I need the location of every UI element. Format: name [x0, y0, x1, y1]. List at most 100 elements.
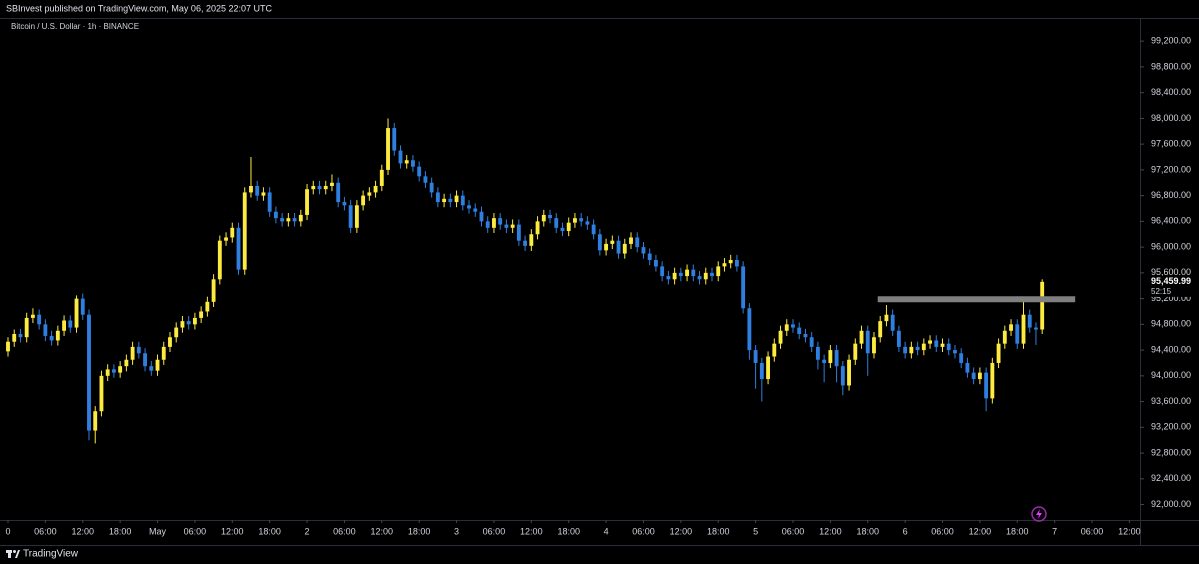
x-tick-label: 6 — [903, 526, 908, 536]
candle-body — [529, 234, 534, 246]
candle-body — [298, 214, 303, 222]
candle-body — [803, 334, 808, 338]
y-tick-label: 93,200.00 — [1151, 422, 1191, 432]
candle-body — [267, 192, 272, 212]
candle-body — [55, 330, 60, 341]
candle-body — [809, 337, 814, 347]
candle-body — [485, 221, 490, 228]
y-tick-label: 95,600.00 — [1151, 267, 1191, 277]
candle-body — [348, 205, 353, 228]
candle-body — [896, 330, 901, 347]
candle-body — [953, 350, 957, 354]
candle-body — [6, 341, 10, 352]
y-tick-label: 94,000.00 — [1151, 370, 1191, 380]
candle-body — [68, 320, 73, 328]
x-tick-label: 0 — [5, 526, 10, 536]
y-tick-label: 97,600.00 — [1151, 139, 1191, 149]
candle-body — [872, 337, 876, 354]
candle-body — [778, 330, 783, 344]
candle-body — [286, 218, 291, 222]
candle-body — [641, 247, 646, 254]
candle-body — [336, 182, 341, 203]
candle-body — [672, 272, 677, 280]
candle-body — [666, 276, 671, 280]
candle-body — [136, 346, 141, 354]
candle-body — [74, 298, 79, 328]
candle-body — [417, 166, 422, 177]
candle-body — [585, 221, 590, 225]
candle-body — [373, 185, 378, 193]
candle-body — [379, 169, 384, 186]
candle-body — [828, 350, 833, 363]
candle-body — [174, 327, 179, 338]
candle-body — [37, 314, 42, 325]
y-tick-label: 94,400.00 — [1151, 344, 1191, 354]
candle-body — [62, 320, 67, 331]
x-tick-label: May — [149, 526, 167, 536]
candle-body — [30, 314, 35, 318]
y-tick-label: 92,800.00 — [1151, 447, 1191, 457]
candle-body — [460, 195, 465, 206]
candle-body — [273, 211, 278, 219]
x-tick-label: 3 — [454, 526, 459, 536]
x-tick-label: 06:00 — [34, 526, 57, 536]
candle-body — [629, 237, 633, 244]
candle-body — [49, 335, 54, 341]
candle-body — [105, 369, 110, 376]
candle-body — [579, 218, 584, 222]
candle-body — [909, 346, 914, 354]
x-tick-label: 12:00 — [371, 526, 394, 536]
candle-body — [859, 330, 864, 344]
logo-slash — [15, 550, 20, 558]
candle-body — [797, 327, 802, 335]
candle-body — [118, 366, 123, 373]
publisher-header: SBInvest published on TradingView.com, M… — [6, 3, 272, 13]
candle-body — [928, 340, 932, 344]
last-price-label: 95,459.99 — [1151, 276, 1191, 286]
icon-ring — [1031, 506, 1047, 522]
y-tick-label: 98,000.00 — [1151, 113, 1191, 123]
candle-body — [840, 366, 845, 386]
candle-body — [1009, 324, 1013, 331]
x-tick-label: 18:00 — [856, 526, 879, 536]
candle-body — [211, 279, 216, 302]
candle-body — [411, 160, 415, 167]
x-tick-label: 06:00 — [184, 526, 207, 536]
logo-stem — [8, 550, 11, 558]
candle-body — [772, 343, 777, 357]
candle-body — [323, 185, 328, 190]
candle-body — [834, 350, 839, 367]
candle-body — [398, 150, 403, 164]
x-tick-label: 12:00 — [71, 526, 94, 536]
y-tick-label: 96,400.00 — [1151, 216, 1191, 226]
countdown: 52:15 — [1151, 287, 1172, 296]
candle-body — [1021, 314, 1026, 344]
candle-body — [12, 334, 17, 342]
candle-body — [865, 330, 870, 354]
candle-body — [249, 185, 253, 193]
y-tick-label: 95,200.00 — [1151, 293, 1191, 303]
x-tick-label: 12:00 — [520, 526, 543, 536]
x-tick-label: 06:00 — [782, 526, 805, 536]
candle-body — [921, 343, 926, 351]
candle-body — [541, 214, 546, 222]
candle-body — [604, 243, 609, 251]
candle-body — [1002, 330, 1007, 344]
candle-body — [236, 227, 241, 270]
candle-body — [915, 346, 920, 351]
candle-body — [168, 337, 172, 347]
resistance-zone — [877, 296, 1076, 303]
y-tick-label: 94,800.00 — [1151, 319, 1191, 329]
candle-body — [392, 128, 397, 151]
icon — [1031, 506, 1047, 522]
x-tick-label: 18:00 — [707, 526, 730, 536]
candle-body — [946, 343, 951, 351]
y-tick-label: 97,200.00 — [1151, 164, 1191, 174]
x-tick-label: 12:00 — [670, 526, 693, 536]
candle-body — [940, 343, 945, 347]
candle-body — [597, 234, 602, 251]
candle-body — [959, 353, 964, 363]
candle-body — [479, 211, 484, 222]
logo-dot — [13, 550, 16, 553]
